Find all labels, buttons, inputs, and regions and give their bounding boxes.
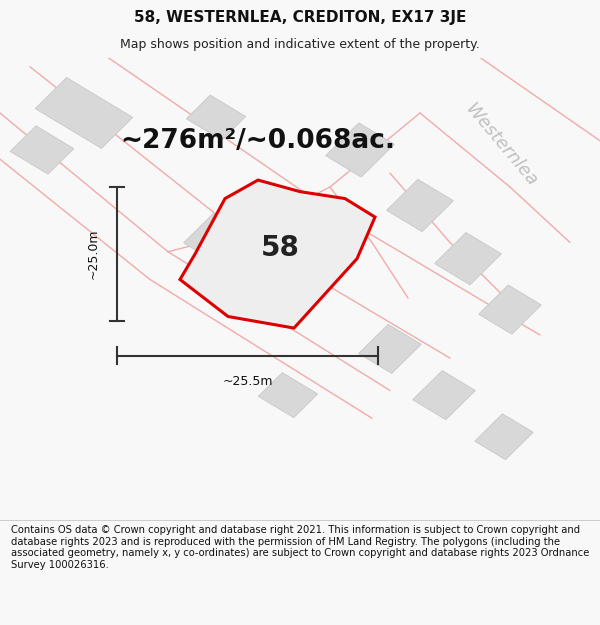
Bar [208, 259, 284, 318]
Bar [326, 123, 394, 177]
Text: Contains OS data © Crown copyright and database right 2021. This information is : Contains OS data © Crown copyright and d… [11, 525, 589, 570]
Bar [479, 285, 541, 334]
Bar [35, 78, 133, 148]
Polygon shape [180, 180, 375, 328]
Text: Westernlea: Westernlea [461, 101, 541, 191]
Bar [184, 214, 260, 271]
Text: ~25.0m: ~25.0m [86, 229, 100, 279]
Bar [434, 232, 502, 285]
Bar [413, 371, 475, 419]
Bar [10, 126, 74, 174]
Bar [475, 414, 533, 459]
Text: Map shows position and indicative extent of the property.: Map shows position and indicative extent… [120, 38, 480, 51]
Text: ~276m²/~0.068ac.: ~276m²/~0.068ac. [121, 127, 395, 154]
Bar [386, 179, 454, 232]
Bar [258, 372, 318, 418]
Bar [359, 324, 421, 373]
Text: 58: 58 [261, 234, 300, 262]
Bar [186, 95, 246, 140]
Text: ~25.5m: ~25.5m [222, 375, 273, 388]
Text: 58, WESTERNLEA, CREDITON, EX17 3JE: 58, WESTERNLEA, CREDITON, EX17 3JE [134, 10, 466, 25]
